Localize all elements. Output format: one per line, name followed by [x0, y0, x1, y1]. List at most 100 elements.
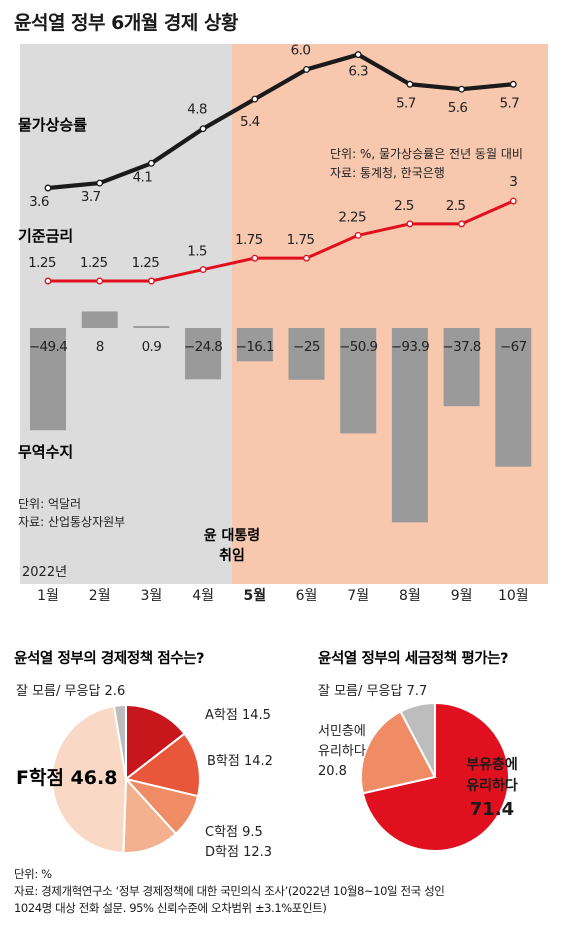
economy-pie-label-a: A학점 14.5 [205, 708, 271, 723]
economy-pie-label-c: C학점 9.5 [205, 825, 263, 840]
inflation-line [47, 52, 514, 191]
bar-trade-2 [81, 311, 118, 328]
tax-pie-label-rich-1: 부유층에 [466, 757, 518, 773]
trend-chart: −49.4 8 0.9 −24.8 −16.1 −25 −50.9 −93.9 −37.8 −67… [18, 42, 548, 604]
inflation-point-7 [354, 51, 362, 59]
bar-label-trade-7: −50.9 [339, 339, 377, 355]
year-label: 2022년 [22, 565, 67, 580]
rate-label-8: 2.5 [394, 198, 414, 214]
rate-point-2 [96, 277, 104, 285]
inflation-point-8 [406, 80, 414, 88]
economy-pie-slice-2 [123, 732, 201, 798]
rate-point-6 [303, 254, 310, 262]
rate-point-3 [147, 277, 155, 285]
rate-label-1: 1.25 [28, 255, 56, 271]
event-label-line-2: 취임 [219, 548, 245, 564]
economy-pie-label-b: B학점 14.2 [207, 754, 273, 769]
inflation-point-1 [44, 184, 52, 192]
economy-pie-slice-6 [112, 703, 127, 780]
inflation-point-3 [147, 159, 155, 167]
economy-pie-label-d: D학점 12.3 [205, 845, 272, 860]
rate-label-5: 1.75 [235, 232, 263, 248]
bar-label-trade-9: −37.8 [442, 339, 480, 355]
rate-label-9: 2.5 [446, 198, 466, 214]
tax-pie-slice-3 [399, 701, 436, 778]
bar-trade-5 [236, 328, 273, 362]
x-tick-label-7: 7월 [347, 588, 369, 604]
inflation-point-10 [509, 80, 517, 88]
after-period-band [231, 44, 548, 584]
inflation-series-label: 물가상승률 [18, 116, 87, 134]
footer-source-line-2: 1024명 대상 전화 설문. 95% 신뢰수준에 오차범위 ±3.1%포인트) [14, 901, 327, 915]
inflation-label-10: 5.7 [499, 95, 519, 111]
inflation-label-8: 5.7 [396, 95, 416, 111]
tax-pie-label-dk: 잘 모름/ 무응답 7.7 [318, 684, 427, 699]
bar-trade-10 [495, 328, 532, 467]
inflation-label-2: 3.7 [81, 189, 101, 205]
x-tick-label-9: 9월 [451, 588, 473, 604]
inflation-label-5: 5.4 [240, 114, 260, 130]
economy-pie-title: 윤석열 정부의 경제정책 점수는? [14, 649, 204, 667]
rate-point-7 [354, 231, 362, 239]
footer-source-line-1: 자료: 경제개혁연구소 ‘정부 경제정책에 대한 국민의식 조사’(2022년 … [14, 884, 445, 898]
tax-pie-label-rich-2: 유리하다 [466, 777, 518, 794]
bar-trade-1 [30, 328, 66, 431]
bar-label-trade-1: −49.4 [29, 339, 67, 355]
rate-label-6: 1.75 [287, 232, 315, 248]
inflation-label-4: 4.8 [187, 102, 207, 118]
bar-trade-8 [391, 328, 428, 523]
x-tick-label-8: 8월 [399, 588, 421, 604]
tax-pie-label-poor-1: 서민층에 [318, 724, 366, 739]
economy-pie-slice-1 [125, 703, 186, 782]
x-tick-label-1: 1월 [37, 588, 59, 604]
inflation-label-1: 3.6 [29, 194, 49, 210]
trade-series-label: 무역수지 [18, 443, 73, 461]
bar-label-trade-6: −25 [293, 339, 320, 355]
bar-trade-9 [443, 328, 480, 407]
bar-trade-7 [340, 328, 377, 434]
rate-point-10 [509, 197, 517, 205]
inflation-label-9: 5.6 [448, 100, 468, 116]
rate-label-4: 1.5 [187, 244, 207, 260]
rate-point-9 [458, 220, 466, 228]
bar-trade-6 [288, 328, 325, 380]
inflation-point-4 [199, 125, 207, 133]
footer: 단위: % 자료: 경제개혁연구소 ‘정부 경제정책에 대한 국민의식 조사’(… [14, 866, 445, 917]
tax-pie-label-poor-3: 20.8 [318, 764, 347, 779]
rate-label-2: 1.25 [80, 255, 108, 271]
bar-trade-4 [185, 328, 222, 380]
inflation-label-7: 6.3 [348, 64, 368, 80]
bar-label-trade-5: −16.1 [236, 339, 274, 355]
rate-series-label: 기준금리 [18, 227, 73, 245]
inflation-label-6: 6.0 [291, 42, 311, 58]
event-label-line-1: 윤 대통령 [204, 528, 260, 544]
x-tick-label-5: 5월 [243, 587, 266, 604]
footer-unit: 단위: % [14, 867, 52, 881]
tax-pie-slice-2 [360, 710, 437, 795]
economy-pie-label-dk: 잘 모름/ 무응답 2.6 [16, 684, 125, 699]
rate-label-10: 3 [509, 174, 517, 190]
tax-pie-label-poor-2: 유리하다 [318, 744, 366, 759]
rate-point-5 [251, 254, 259, 262]
rate-point-8 [406, 220, 414, 228]
x-tick-label-3: 3월 [141, 588, 163, 604]
inflation-point-2 [96, 179, 104, 187]
rate-label-3: 1.25 [132, 255, 160, 271]
x-tick-label-10: 10월 [498, 588, 529, 604]
inflation-point-5 [251, 95, 259, 103]
rate-label-7: 2.25 [338, 209, 366, 225]
economy-pie-label-f: F학점 46.8 [16, 767, 117, 789]
rate-line [48, 199, 514, 283]
inflation-point-9 [458, 85, 466, 93]
bar-label-trade-10: −67 [500, 339, 527, 355]
line-source-note: 자료: 통계청, 한국은행 [330, 165, 445, 180]
rate-point-4 [199, 266, 207, 274]
trade-source-note: 자료: 산업통상자원부 [18, 515, 125, 529]
bar-label-trade-4: −24.8 [184, 339, 222, 355]
inflation-point-6 [303, 65, 310, 73]
line-unit-note: 단위: %, 물가상승률은 전년 동월 대비 [330, 147, 523, 161]
page-title: 윤석열 정부 6개월 경제 상황 [14, 12, 238, 34]
bar-label-trade-2: 8 [96, 339, 104, 355]
tax-pie-title: 윤석열 정부의 세금정책 평가는? [318, 649, 508, 667]
